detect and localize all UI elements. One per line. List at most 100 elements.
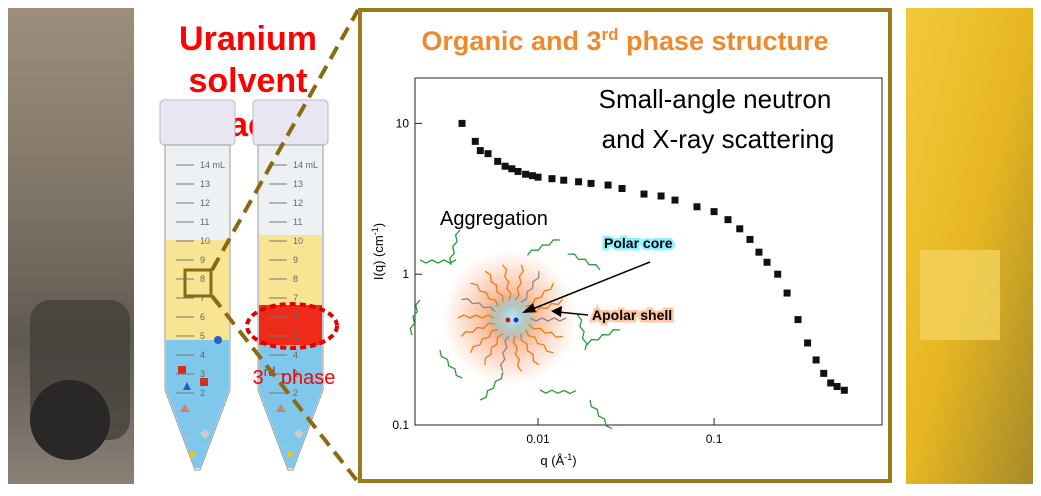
data-point: [755, 248, 763, 256]
surfactant-chain: [449, 229, 461, 266]
y-axis-label: I(q) (cm-1): [370, 223, 386, 280]
x-axis-label-part: -1: [564, 452, 572, 462]
y-tick-label: 1: [402, 267, 409, 281]
tube-scale-label: 14 mL: [200, 160, 225, 170]
tube-scale-label: 13: [200, 179, 210, 189]
yellowcake-photo: [906, 8, 1033, 484]
zoom-line: [210, 9, 360, 271]
polar-core-glow: [488, 294, 536, 342]
tube-scale-label: 6: [200, 312, 205, 322]
surfactant-chain: [502, 264, 512, 301]
y-axis-label-part: ): [371, 223, 386, 227]
surfactant-chain: [457, 314, 495, 319]
tube-scale-label: 9: [200, 255, 205, 265]
tube-scale-label: 12: [293, 198, 303, 208]
data-point: [746, 235, 754, 243]
tube-scale-label: 10: [293, 236, 303, 246]
tube-1: [159, 99, 236, 471]
surfactant-chain: [526, 239, 561, 256]
data-point: [657, 192, 665, 200]
data-point: [587, 179, 595, 187]
x-axis-label-part: ): [572, 453, 576, 468]
x-axis-label-part: q (Å: [540, 453, 564, 468]
surfactant-chain: [539, 389, 577, 395]
surfactant-chain: [439, 349, 463, 379]
data-point: [840, 386, 848, 394]
y-axis-label-part: I(q) (cm: [371, 235, 386, 280]
surfactant-chain: [528, 299, 564, 314]
left-title-line: solvent: [188, 62, 307, 100]
data-point: [763, 258, 771, 266]
surfactant-chain: [419, 259, 457, 264]
x-tick-label: 0.1: [706, 432, 723, 446]
surfactant-chain: [529, 317, 567, 322]
core-ion: [513, 317, 519, 323]
surfactant-chain: [525, 329, 554, 354]
data-point: [671, 196, 679, 204]
surfactant-chain: [470, 328, 499, 353]
tube-scale-label: 10: [200, 236, 210, 246]
aggregation-label: Aggregation: [440, 208, 548, 230]
surfactant-chain: [479, 372, 504, 401]
data-point: [693, 203, 701, 211]
surfactant-chain: [499, 335, 510, 372]
tube-scale-label: 4: [293, 350, 298, 360]
data-point: [804, 339, 812, 347]
surfactant-chain: [514, 264, 525, 301]
tube-scale: 14 mL 14 mL 13 13 12 12 11 11 10 10 9 9 8 8 7 7 6 6 5 5 4 4 3 3…: [176, 160, 318, 398]
data-point: [794, 316, 802, 324]
panel-title-sup: rd: [601, 25, 618, 44]
tube-scale-label: 13: [293, 179, 303, 189]
panel: [358, 8, 892, 483]
polar-core-label: Polar core: [604, 235, 673, 251]
data-point: [528, 172, 536, 180]
surfactant-chain: [576, 314, 588, 351]
surfactant-chain: [512, 335, 522, 372]
data-point: [783, 289, 791, 297]
surfactant-chain: [520, 333, 540, 366]
apolar-shell-label: Apolar shell: [592, 307, 672, 323]
y-axis-label-part: -1: [370, 227, 380, 235]
yellowcake-chunk: [920, 250, 1000, 340]
data-point: [833, 383, 841, 391]
surfactant-chain: [589, 399, 613, 430]
surfactant-chain: [460, 322, 496, 337]
data-point: [501, 162, 509, 170]
data-point: [560, 176, 568, 184]
tube-scale-label: 2: [200, 388, 205, 398]
tube-scale-label: 4: [200, 350, 205, 360]
tube-scale-label: 5: [293, 331, 298, 341]
data-point: [575, 178, 583, 186]
surfactant-chain: [461, 298, 496, 313]
x-tick-label: 0.01: [526, 432, 550, 446]
x-axis-label: q (Å-1): [540, 452, 576, 468]
tube-scale-label: 8: [293, 274, 298, 284]
data-point: [494, 157, 502, 165]
tube-scale-label: 6: [293, 312, 298, 322]
data-point: [534, 173, 542, 181]
surfactant-chain: [484, 333, 504, 365]
y-tick-label: 0.1: [392, 418, 409, 432]
panel-title: Organic and 3rd phase structure: [421, 25, 828, 56]
arrow-head: [522, 303, 536, 313]
method-label: Small-angle neutron: [599, 84, 832, 114]
data-point: [640, 190, 648, 198]
data-point: [514, 167, 522, 175]
data-point: [476, 147, 484, 155]
panel-title-part: phase structure: [618, 26, 828, 56]
surfactant-chain: [520, 271, 540, 303]
plot-frame: [414, 77, 883, 426]
data-point: [471, 137, 479, 145]
tube-scale-label: 5: [200, 331, 205, 341]
surfactant-chain: [528, 323, 563, 338]
tube-scale-label: 12: [200, 198, 210, 208]
data-point: [618, 185, 626, 193]
tube-scale-label: 11: [200, 217, 209, 227]
data-point: [827, 379, 835, 387]
arrow-head: [551, 306, 562, 317]
surfactant-chain: [409, 299, 421, 336]
data-point: [484, 150, 492, 158]
data-point: [820, 369, 828, 377]
